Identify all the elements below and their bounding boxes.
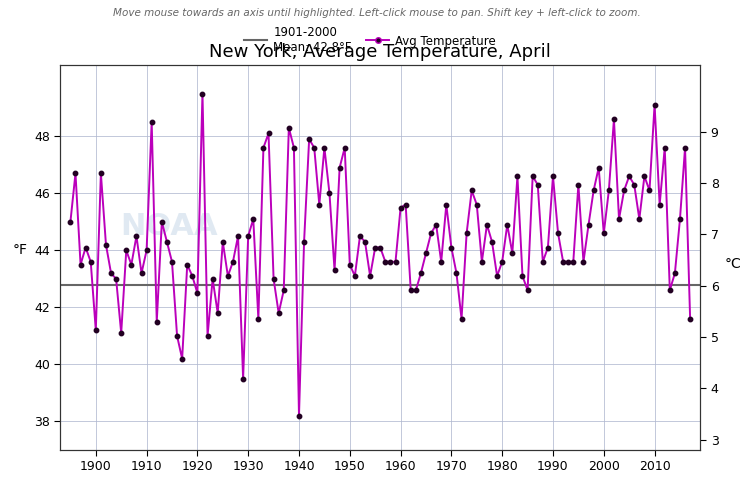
Y-axis label: °C: °C bbox=[724, 258, 741, 272]
Legend: 1901-2000
Mean: 42.8°F, Avg Temperature: 1901-2000 Mean: 42.8°F, Avg Temperature bbox=[239, 21, 501, 59]
Y-axis label: °F: °F bbox=[13, 244, 28, 258]
Text: Move mouse towards an axis until highlighted. Left-click mouse to pan. Shift key: Move mouse towards an axis until highlig… bbox=[113, 8, 640, 18]
Title: New York, Average Temperature, April: New York, Average Temperature, April bbox=[209, 42, 551, 60]
Text: NOAA: NOAA bbox=[120, 212, 218, 241]
